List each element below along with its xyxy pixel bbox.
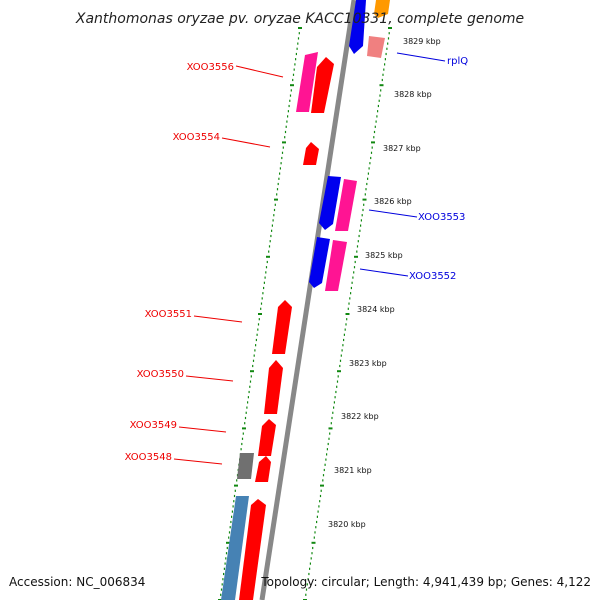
- gene-label-xoo3556[interactable]: XOO3556: [187, 62, 234, 73]
- scale-label-3822: 3822 kbp: [341, 412, 379, 421]
- scale-label-3821: 3821 kbp: [334, 466, 372, 475]
- gene-label-xoo3551[interactable]: XOO3551: [145, 309, 192, 320]
- scale-label-3826: 3826 kbp: [374, 197, 412, 206]
- page-title: Xanthomonas oryzae pv. oryzae KACC10331,…: [75, 11, 524, 27]
- scale-label-3820: 3820 kbp: [328, 520, 366, 529]
- gene-xoo3552[interactable]: [325, 240, 347, 291]
- gene-rplq-neighbor[interactable]: [349, 0, 366, 54]
- gene-label-rplq[interactable]: rplQ: [447, 56, 468, 67]
- outer-tick-ring: [303, 27, 392, 600]
- gene-red-bottom[interactable]: [239, 499, 266, 600]
- label-connectors: [173, 52, 446, 465]
- gene-label-xoo3553[interactable]: XOO3553: [418, 212, 465, 223]
- gene-xoo3554[interactable]: [303, 142, 319, 165]
- scale-labels: 3829 kbp 3828 kbp 3827 kbp 3826 kbp 3825…: [328, 37, 441, 529]
- gene-label-xoo3552[interactable]: XOO3552: [409, 271, 456, 282]
- gene-xoo3553[interactable]: [335, 179, 357, 231]
- scale-label-3828: 3828 kbp: [394, 90, 432, 99]
- gene-labels-left: XOO3556 XOO3554 XOO3551 XOO3550 XOO3549 …: [125, 62, 234, 463]
- gene-features: [221, 0, 390, 600]
- gene-labels-right: rplQ XOO3553 XOO3552: [409, 56, 468, 282]
- gene-steel[interactable]: [221, 496, 249, 600]
- gene-xoo3556[interactable]: [311, 57, 334, 113]
- accession-text: Accession: NC_006834: [9, 575, 145, 589]
- gene-xoo3548[interactable]: [255, 456, 271, 482]
- topology-text: Topology: circular; Length: 4,941,439 bp…: [260, 575, 591, 589]
- gene-orange-top[interactable]: [374, 0, 390, 18]
- gene-xoo3553-blue[interactable]: [319, 176, 341, 230]
- gene-rplq[interactable]: [367, 36, 385, 58]
- gene-label-xoo3550[interactable]: XOO3550: [137, 369, 184, 380]
- scale-label-3823: 3823 kbp: [349, 359, 387, 368]
- scale-label-3824: 3824 kbp: [357, 305, 395, 314]
- backbone-strand: [259, 0, 357, 600]
- gene-xoo3552-blue[interactable]: [309, 237, 330, 288]
- gene-xoo3551[interactable]: [272, 300, 292, 354]
- gene-xoo3550[interactable]: [264, 360, 283, 414]
- gene-xoo3557[interactable]: [296, 52, 318, 112]
- gene-xoo3549[interactable]: [258, 419, 276, 456]
- gene-label-xoo3549[interactable]: XOO3549: [130, 420, 177, 431]
- scale-label-3825: 3825 kbp: [365, 251, 403, 260]
- scale-label-3829: 3829 kbp: [403, 37, 441, 46]
- scale-label-3827: 3827 kbp: [383, 144, 421, 153]
- gene-xoo3548-gray[interactable]: [237, 453, 254, 479]
- gene-label-xoo3548[interactable]: XOO3548: [125, 452, 172, 463]
- gene-label-xoo3554[interactable]: XOO3554: [173, 132, 220, 143]
